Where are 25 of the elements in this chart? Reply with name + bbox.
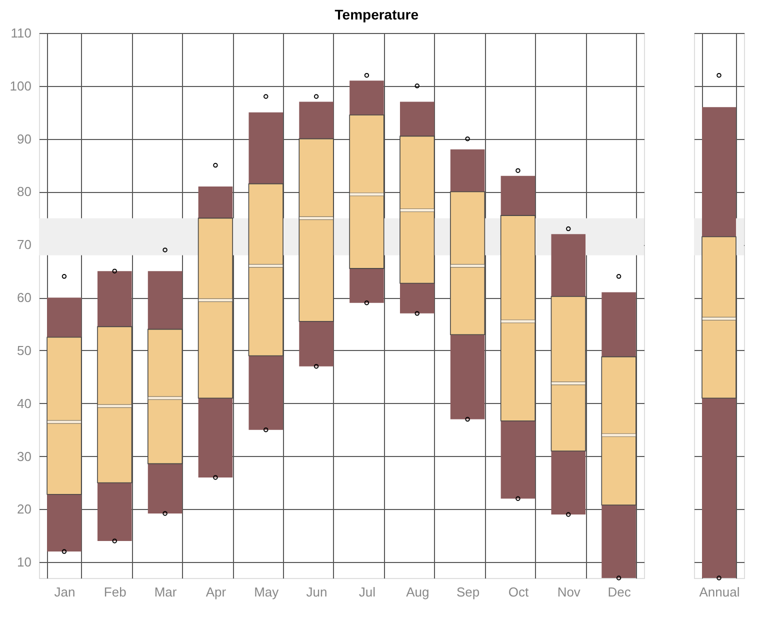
x-tick-label: Aug xyxy=(406,584,430,600)
x-tick-label: Feb xyxy=(104,584,126,600)
y-tick-label: 60 xyxy=(17,290,32,306)
x-tick-label: Dec xyxy=(608,584,632,600)
x-tick-label: Mar xyxy=(154,584,178,600)
x-tick-label: Nov xyxy=(557,584,581,600)
x-tick-label: Annual xyxy=(699,584,740,600)
y-tick-label: 20 xyxy=(17,502,32,517)
x-tick-label: Sep xyxy=(456,584,480,600)
x-tick-label: Jul xyxy=(358,584,376,600)
y-tick-label: 70 xyxy=(17,237,32,252)
y-tick-label: 30 xyxy=(17,448,32,464)
y-tick-label: 110 xyxy=(10,26,32,40)
chart-title: Temperature xyxy=(334,6,419,22)
x-tick-label: May xyxy=(254,584,280,600)
y-tick-label: 50 xyxy=(17,342,32,358)
y-tick-label: 80 xyxy=(17,184,32,200)
y-tick-label: 100 xyxy=(10,78,32,94)
x-tick-label: Jun xyxy=(306,584,328,600)
x-tick-label: Oct xyxy=(508,584,529,600)
y-tick-label: 90 xyxy=(17,131,32,146)
x-tick-label: Apr xyxy=(206,584,227,600)
x-tick-label: Jan xyxy=(54,584,76,600)
y-tick-label: 40 xyxy=(17,396,32,411)
y-tick-label: 10 xyxy=(17,554,32,570)
